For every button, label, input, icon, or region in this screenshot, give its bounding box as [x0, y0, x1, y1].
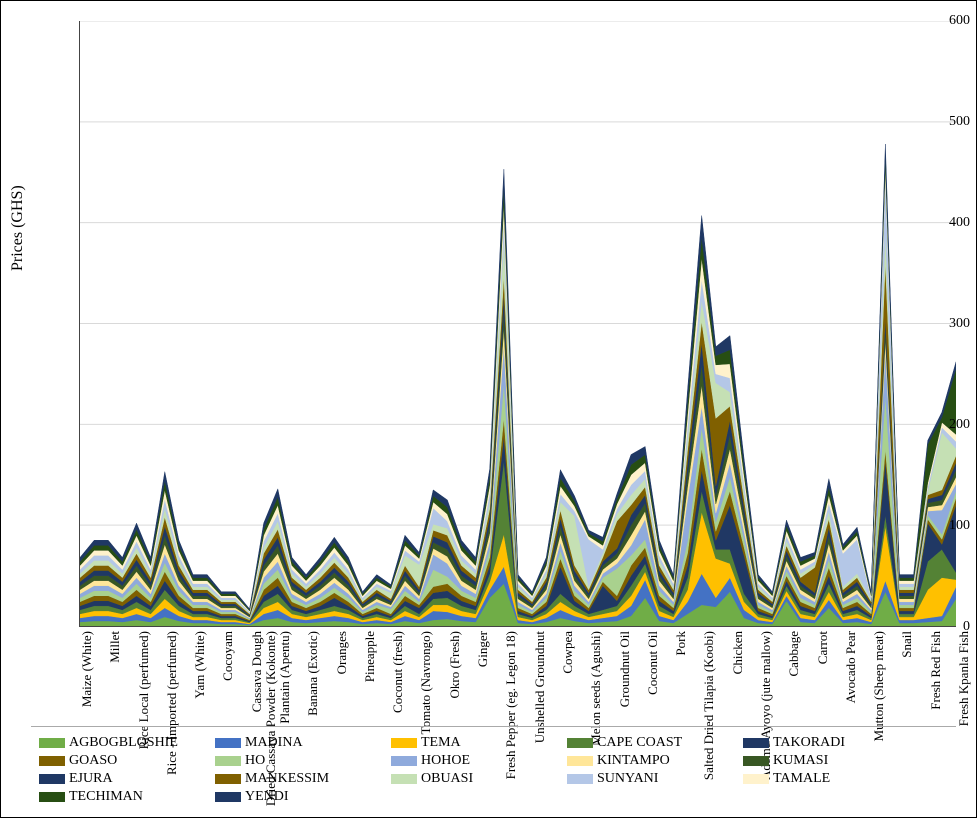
legend-swatch [215, 792, 241, 802]
legend-swatch [567, 738, 593, 748]
stacked-areas [80, 144, 956, 626]
x-tick-label: Banana (Exotic) [305, 631, 321, 716]
x-tick-label: Mutton (Sheep meat) [871, 631, 887, 741]
x-tick-label: Coconut (fresh) [390, 631, 406, 713]
plot-area [79, 21, 956, 627]
y-tick-label: 200 [900, 417, 970, 433]
legend-item: KINTAMPO [559, 753, 735, 769]
legend-item: TAMALE [735, 771, 911, 787]
legend-label: AGBOGBLOSHIE [69, 735, 178, 751]
x-tick-label: Pork [673, 631, 689, 656]
chart-figure: Prices (GHS) Maize (White)MilletRice Loc… [0, 0, 977, 818]
x-tick-label: Chicken [730, 631, 746, 674]
x-tick-label: Plantain (Apentu) [277, 631, 293, 724]
legend-swatch [743, 756, 769, 766]
x-tick-label: Snail [899, 631, 915, 658]
y-tick-label: 0 [900, 619, 970, 635]
x-tick-label: Fresh Kpanla Fish [956, 631, 972, 726]
x-tick-label: Yam (White) [192, 631, 208, 699]
y-axis-title: Prices (GHS) [9, 185, 27, 271]
legend-label: MADINA [245, 735, 303, 751]
legend-label: GOASO [69, 753, 117, 769]
y-tick-label: 500 [900, 114, 970, 130]
legend-label: KINTAMPO [597, 753, 670, 769]
x-tick-label: Fresh Red Fish [928, 631, 944, 710]
legend-item: EJURA [31, 771, 207, 787]
legend-label: YENDI [245, 789, 289, 805]
x-tick-label: Tomato (Navrongo) [418, 631, 434, 734]
legend-item: TEMA [383, 735, 559, 751]
legend-label: TAMALE [773, 771, 830, 787]
legend-swatch [215, 756, 241, 766]
x-tick-label: Cocoyam [220, 631, 236, 681]
legend-item: HOHOE [383, 753, 559, 769]
legend-swatch [39, 756, 65, 766]
legend-swatch [391, 738, 417, 748]
legend-label: MANKESSIM [245, 771, 329, 787]
legend-label: HOHOE [421, 753, 470, 769]
x-tick-label: Maize (White) [79, 631, 95, 707]
stacked-area-svg [80, 21, 956, 626]
legend-label: TAKORADI [773, 735, 845, 751]
legend-item: CAPE COAST [559, 735, 735, 751]
legend-label: TEMA [421, 735, 461, 751]
legend-swatch [743, 774, 769, 784]
legend-swatch [215, 738, 241, 748]
legend-item: YENDI [207, 789, 383, 805]
legend-swatch [39, 774, 65, 784]
x-tick-label: Oranges [334, 631, 350, 674]
legend-swatch [567, 756, 593, 766]
legend-label: EJURA [69, 771, 113, 787]
legend-label: SUNYANI [597, 771, 658, 787]
y-tick-label: 400 [900, 215, 970, 231]
legend-item: MANKESSIM [207, 771, 383, 787]
x-tick-label: Pineapple [362, 631, 378, 682]
x-tick-label: Coconut Oil [645, 631, 661, 695]
legend-swatch [743, 738, 769, 748]
x-tick-label: Cowpea [560, 631, 576, 674]
legend-item: KUMASI [735, 753, 911, 769]
legend-label: KUMASI [773, 753, 828, 769]
legend-item: AGBOGBLOSHIE [31, 735, 207, 751]
legend-swatch [567, 774, 593, 784]
legend-swatch [39, 792, 65, 802]
y-tick-label: 300 [900, 316, 970, 332]
x-tick-label: Okro (Fresh) [447, 631, 463, 699]
legend: AGBOGBLOSHIE MADINA TEMA CAPE COAST TAKORADI… [31, 726, 956, 807]
legend-item: SUNYANI [559, 771, 735, 787]
legend-swatch [215, 774, 241, 784]
y-tick-label: 600 [900, 13, 970, 29]
legend-item: OBUASI [383, 771, 559, 787]
x-tick-label: Avocado Pear [843, 631, 859, 703]
legend-label: HO [245, 753, 265, 769]
legend-item: TAKORADI [735, 735, 911, 751]
x-tick-label: Ginger [475, 631, 491, 667]
y-tick-label: 100 [900, 518, 970, 534]
legend-item: HO [207, 753, 383, 769]
legend-label: TECHIMAN [69, 789, 143, 805]
legend-label: OBUASI [421, 771, 473, 787]
legend-item: TECHIMAN [31, 789, 207, 805]
legend-swatch [39, 738, 65, 748]
x-tick-label: Carrot [815, 631, 831, 664]
x-tick-label: Cabbage [786, 631, 802, 676]
legend-item: GOASO [31, 753, 207, 769]
legend-swatch [391, 774, 417, 784]
legend-label: CAPE COAST [597, 735, 682, 751]
legend-swatch [391, 756, 417, 766]
x-tick-label: Groundnut Oil [617, 631, 633, 707]
legend-item: MADINA [207, 735, 383, 751]
x-tick-label: Millet [107, 631, 123, 663]
